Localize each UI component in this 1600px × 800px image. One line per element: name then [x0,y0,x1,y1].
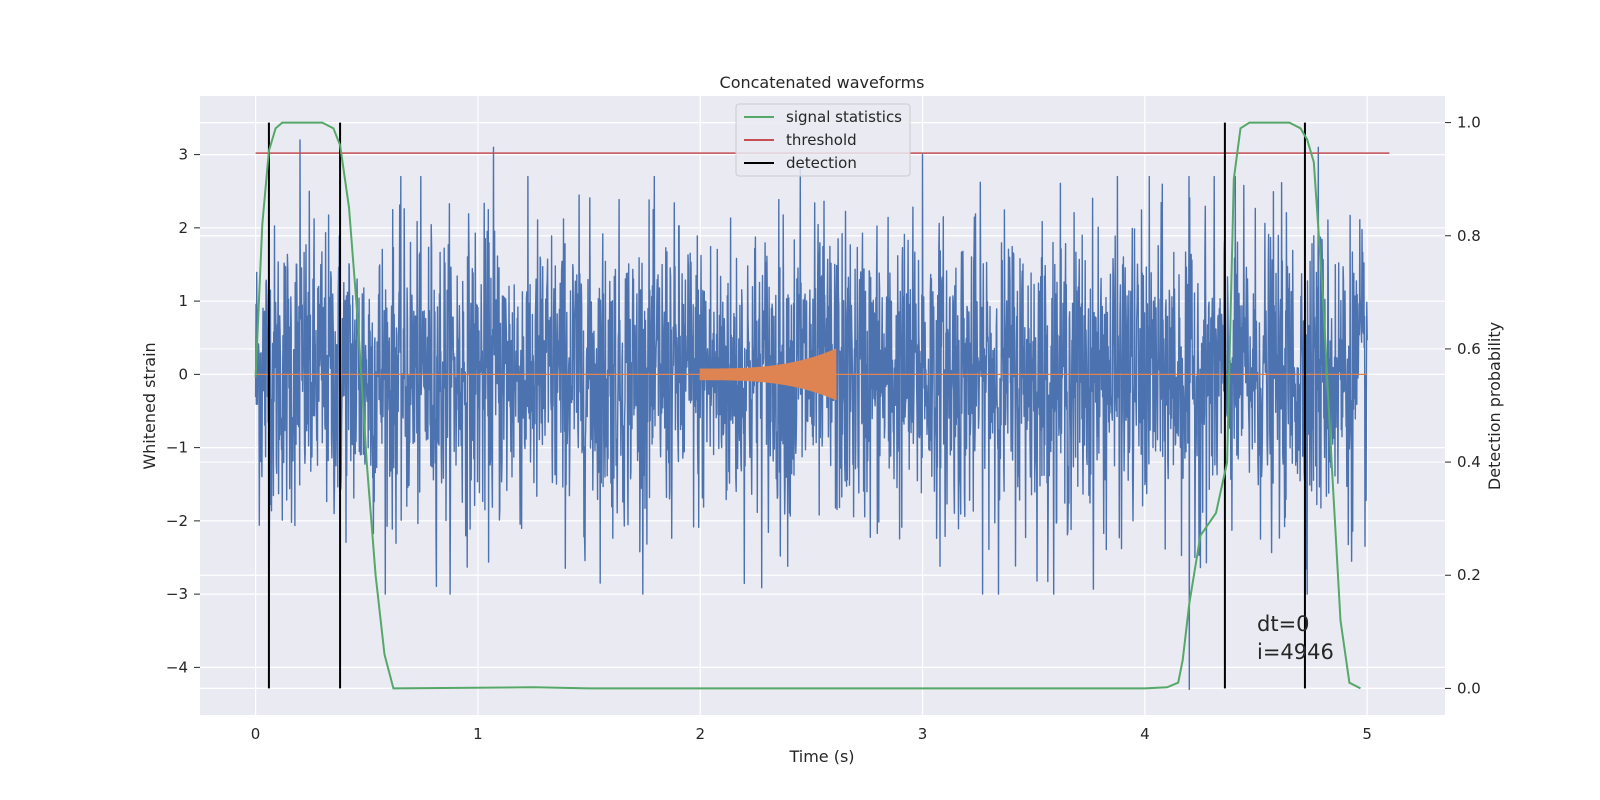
series-chirp-signal [255,348,1368,401]
y-tick-label-right: 1.0 [1457,114,1481,132]
series-signal-statistics [254,121,1361,690]
legend-label-threshold: threshold [786,131,857,149]
annotation-dt: dt=0 [1257,612,1310,636]
legend-label-signal-statistics: signal statistics [786,108,902,126]
annotation-index: i=4946 [1257,640,1334,664]
chart-title: Concatenated waveforms [720,73,925,92]
y-axis-label-left: Whitened strain [140,342,159,469]
x-tick-label: 4 [1140,725,1150,743]
y-tick-label-right: 0.4 [1457,453,1481,471]
y-tick-label-left: −2 [166,512,188,530]
x-tick-label: 0 [251,725,261,743]
y-tick-label-left: −1 [166,439,188,457]
y-tick-label-left: −3 [166,585,188,603]
y-tick-label-right: 0.6 [1457,340,1481,358]
y-tick-label-left: 3 [178,146,188,164]
x-tick-label: 5 [1362,725,1372,743]
y-tick-label-left: 2 [178,219,188,237]
y-tick-label-right: 0.8 [1457,227,1481,245]
y-tick-label-right: 0.0 [1457,679,1481,697]
legend-label-detection: detection [786,154,857,172]
y-axis-label-right: Detection probability [1485,322,1504,490]
y-tick-label-left: 0 [178,365,188,383]
x-tick-label: 3 [918,725,928,743]
y-tick-label-left: −4 [166,658,188,676]
legend-box [735,103,911,177]
data-layer [254,121,1390,691]
y-tick-label-right: 0.2 [1457,566,1481,584]
x-tick-label: 2 [695,725,705,743]
y-tick-label-left: 1 [178,292,188,310]
x-axis-label: Time (s) [788,747,854,766]
series-detection [267,122,1306,689]
axes: 0 1 2 3 4 5 3 2 1 0 −1 −2 −3 −4 1.0 0.8 0.6 0.4 0.2 0.0 [166,114,1481,743]
legend: signal statistics threshold detection [735,103,911,177]
x-tick-label: 1 [473,725,483,743]
